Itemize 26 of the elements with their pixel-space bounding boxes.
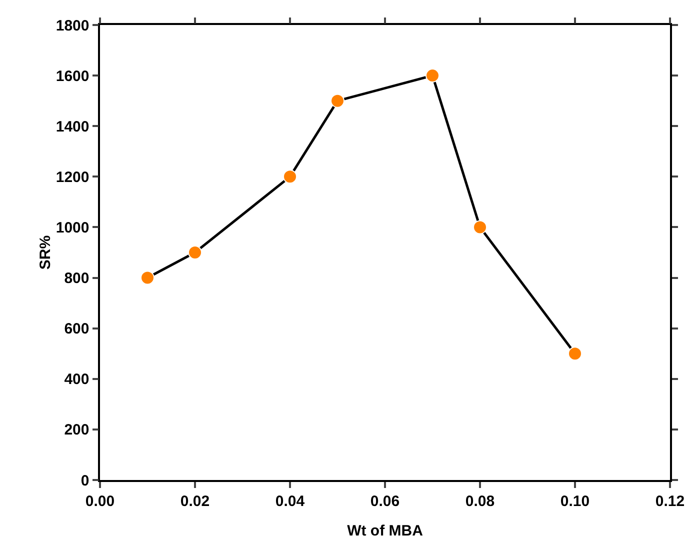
x-tick-label: 0.12: [655, 492, 685, 510]
y-tick-label: 600: [64, 320, 90, 338]
x-axis-title: Wt of MBA: [347, 522, 424, 540]
y-tick-label: 1600: [56, 68, 90, 85]
x-tick-label: 0.10: [560, 492, 590, 510]
y-tick-label: 0: [80, 472, 90, 490]
point: [473, 220, 487, 234]
point: [188, 246, 202, 260]
point: [283, 170, 297, 184]
x-tick-label: 0.02: [180, 492, 210, 510]
y-tick-label: 1000: [56, 219, 90, 236]
x-tick-label: 0.06: [370, 492, 400, 510]
point: [140, 270, 154, 285]
x-tick-label: 0.00: [85, 492, 115, 510]
y-tick-label: 1400: [56, 118, 90, 136]
y-tick-label: 800: [64, 270, 90, 288]
y-tick-label: 1800: [56, 17, 90, 34]
y-tick-label: 1200: [56, 168, 90, 186]
y-tick-label: 200: [64, 422, 90, 439]
point: [426, 68, 440, 83]
y-tick-label: 400: [64, 371, 90, 388]
x-tick-label: 0.08: [465, 492, 495, 510]
x-tick-label: 0.04: [275, 492, 306, 510]
point: [568, 346, 582, 361]
point: [330, 94, 344, 108]
y-axis-title: SR%: [36, 235, 54, 270]
